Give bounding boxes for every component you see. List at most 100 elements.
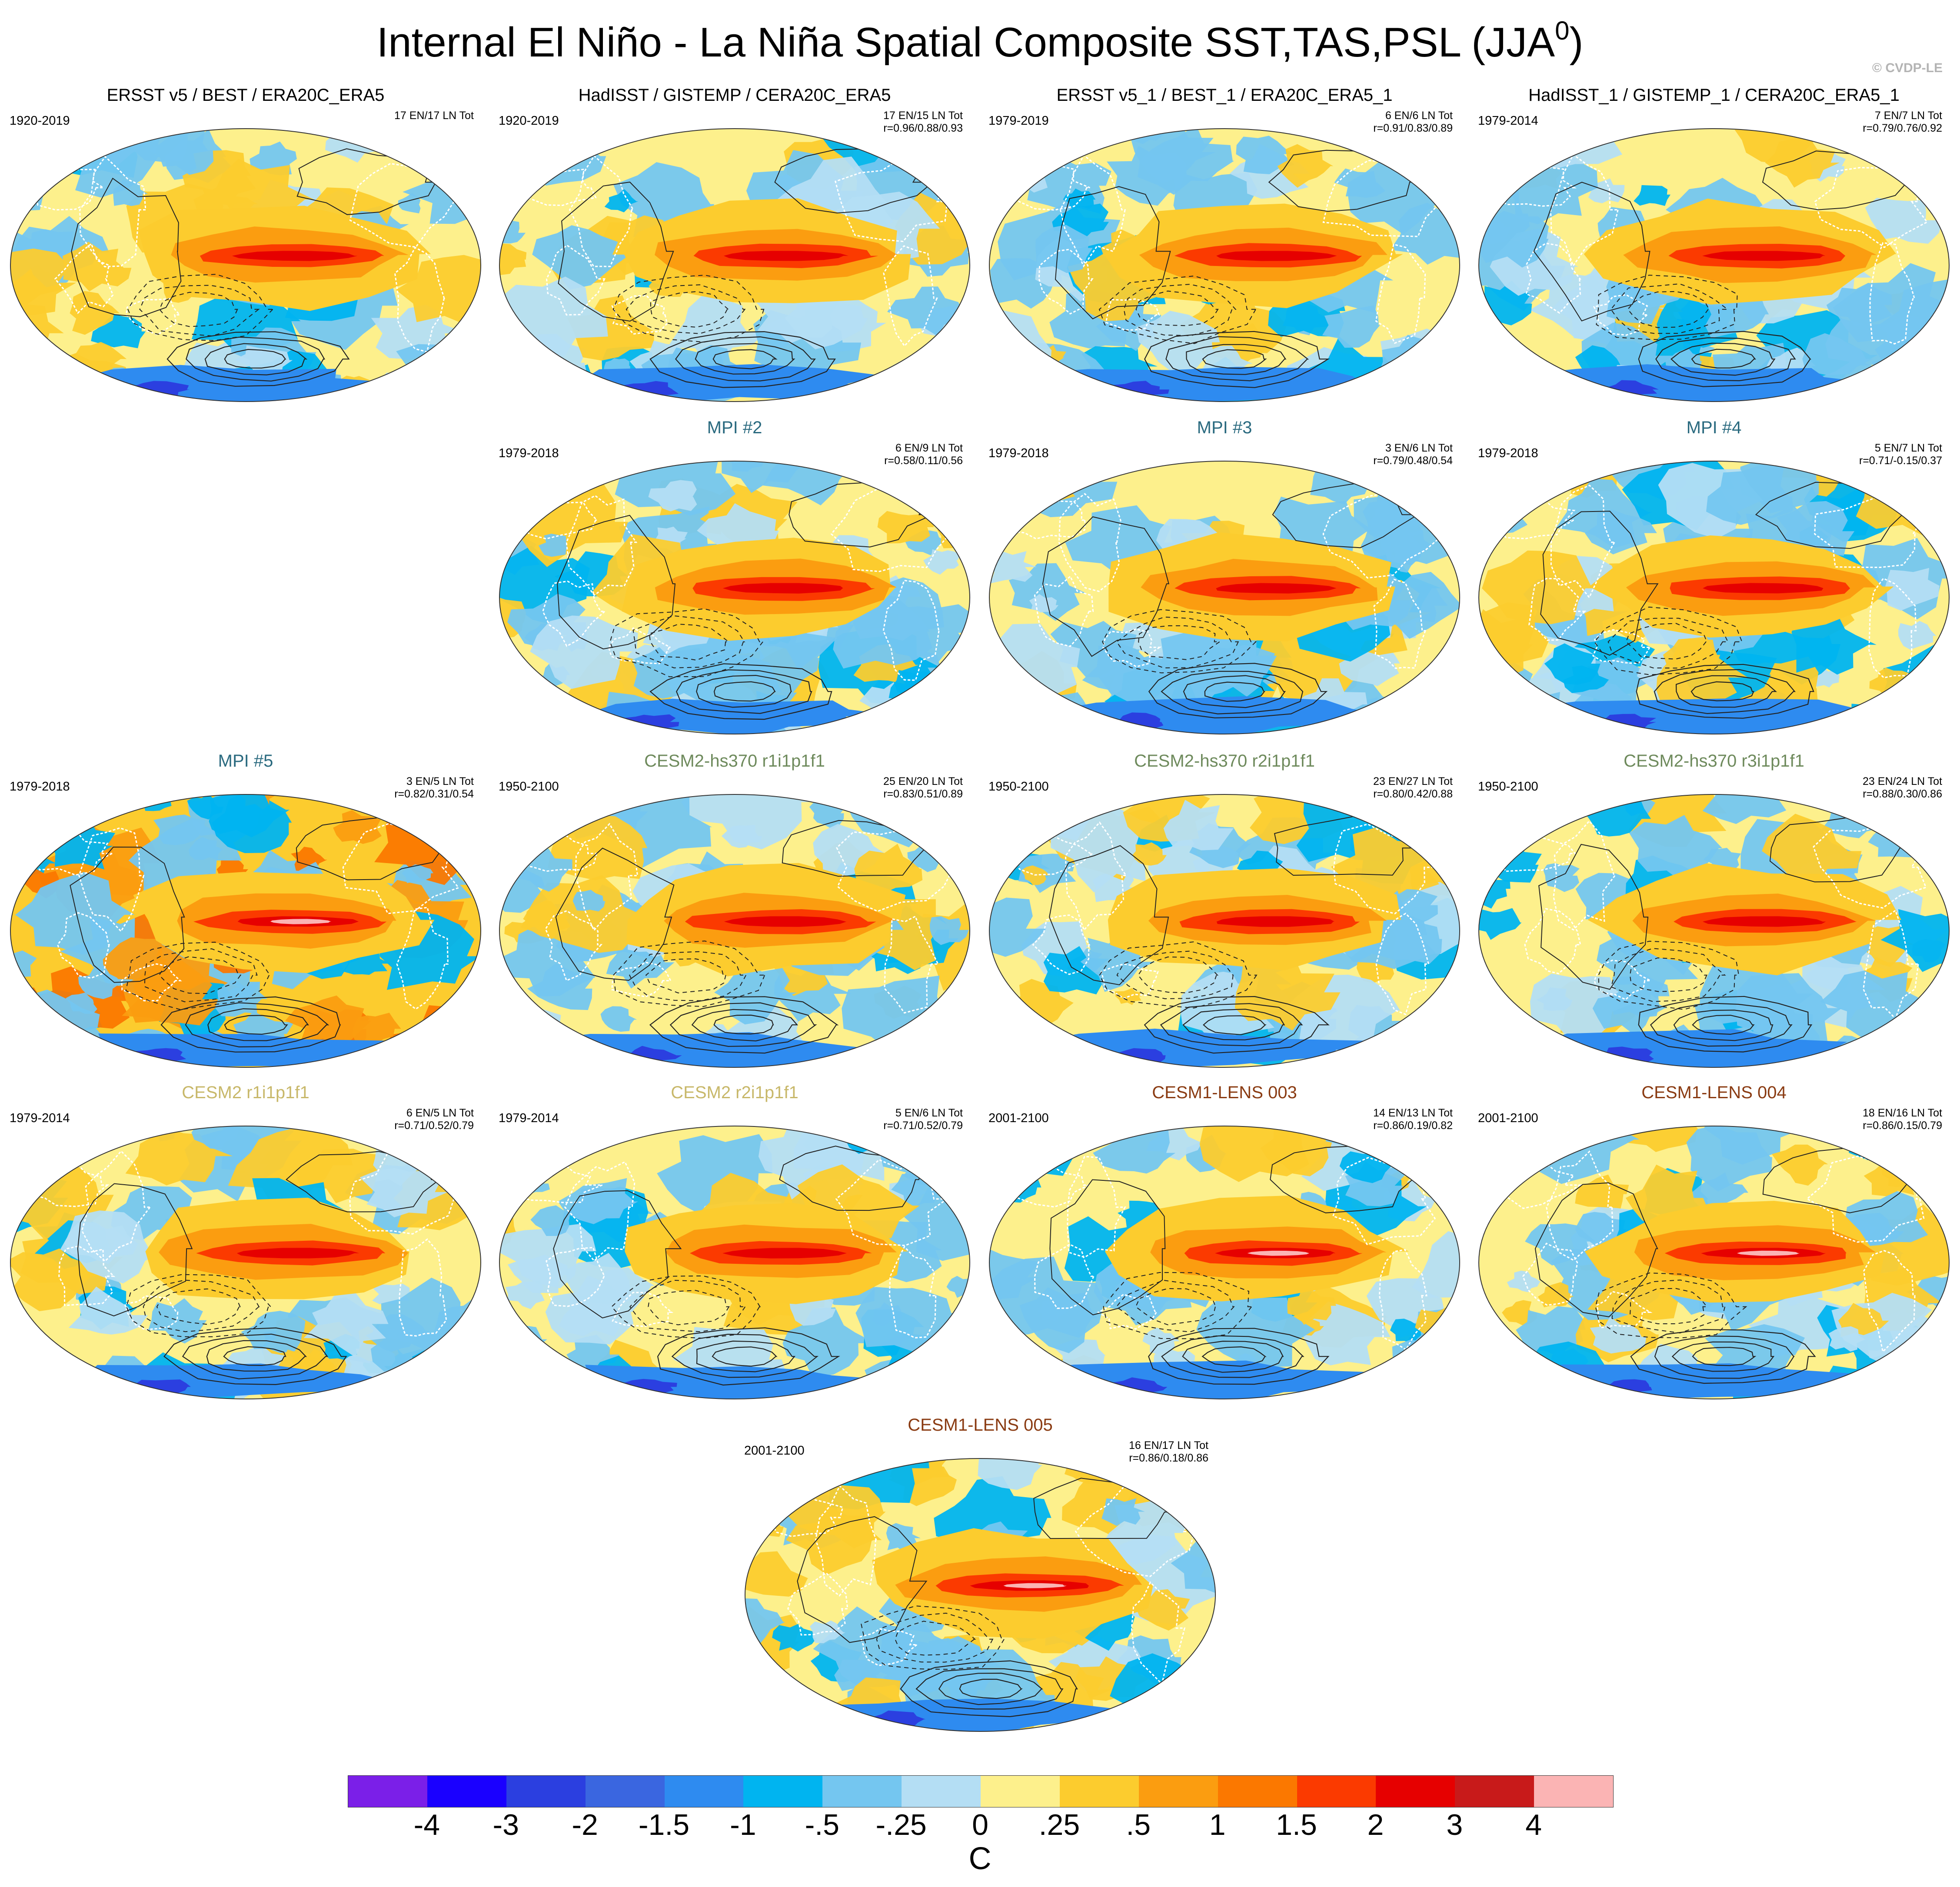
panel-title: CESM1-LENS 005 <box>908 1415 1053 1435</box>
colorbar-tick-label: -1 <box>730 1808 756 1841</box>
panel-event-count: 6 EN/5 LN Tot <box>406 1107 474 1119</box>
panel-event-count: 5 EN/7 LN Tot <box>1874 442 1942 454</box>
panel-stats: 3 EN/5 LN Tot r=0.82/0.31/0.54 <box>394 775 474 801</box>
colorbar-segment <box>1534 1776 1613 1807</box>
composite-map <box>10 1126 481 1399</box>
panel-years: 1920-2019 <box>10 114 70 128</box>
composite-map <box>10 794 481 1068</box>
composite-map <box>1478 461 1950 734</box>
colorbar-tick-label: -4 <box>413 1808 440 1841</box>
panel-event-count: 25 EN/20 LN Tot <box>883 775 963 787</box>
panel-event-count: 23 EN/27 LN Tot <box>1373 775 1453 787</box>
composite-map <box>499 461 970 734</box>
colorbar-segment <box>981 1776 1060 1807</box>
colorbar-segment <box>348 1776 427 1807</box>
panel-years: 1979-2014 <box>499 1111 559 1125</box>
map-panel: MPI #4 1979-2018 5 EN/7 LN Tot r=0.71/-0.15… <box>1473 415 1955 737</box>
map-panel: CESM1-LENS 003 2001-2100 14 EN/13 LN Tot r=… <box>983 1080 1466 1402</box>
panel-stats: 5 EN/6 LN Tot r=0.71/0.52/0.79 <box>883 1107 963 1132</box>
panel-years: 1979-2014 <box>1478 114 1538 128</box>
colorbar-segment <box>902 1776 981 1807</box>
colorbar-tick-label: 3 <box>1446 1808 1463 1841</box>
colorbar-segment <box>664 1776 744 1807</box>
panel-years: 1979-2014 <box>10 1111 70 1125</box>
panel-correlation: r=0.86/0.15/0.79 <box>1863 1120 1942 1132</box>
panel-stats: 16 EN/17 LN Tot r=0.86/0.18/0.86 <box>1129 1439 1208 1465</box>
composite-map <box>745 1458 1216 1732</box>
panel-correlation: r=0.86/0.19/0.82 <box>1373 1120 1453 1132</box>
map-panel: ERSST v5 / BEST / ERA20C_ERA5 1920-2019 17… <box>4 83 487 404</box>
panel-correlation: r=0.82/0.31/0.54 <box>394 788 474 800</box>
panel-event-count: 16 EN/17 LN Tot <box>1129 1439 1208 1452</box>
panel-stats: 17 EN/17 LN Tot <box>394 110 474 122</box>
panel-title: CESM2-hs370 r2i1p1f1 <box>1134 751 1315 771</box>
map-panel: ERSST v5_1 / BEST_1 / ERA20C_ERA5_1 1979-… <box>983 83 1466 404</box>
panel-event-count: 14 EN/13 LN Tot <box>1373 1107 1453 1119</box>
map-panel: HadISST / GISTEMP / CERA20C_ERA5 1920-201… <box>493 83 976 404</box>
composite-map <box>10 128 481 402</box>
map-panel: CESM2-hs370 r3i1p1f1 1950-2100 23 EN/24 LN… <box>1473 748 1955 1070</box>
panel-title: MPI #3 <box>1197 418 1252 437</box>
colorbar-tick-label: -.5 <box>805 1808 839 1841</box>
copyright-label: © CVDP-LE <box>1872 61 1943 75</box>
panel-event-count: 6 EN/9 LN Tot <box>895 442 963 454</box>
composite-map <box>499 128 970 402</box>
map-panel: MPI #5 1979-2018 3 EN/5 LN Tot r=0.82/0.31/… <box>4 748 487 1070</box>
panel-event-count: 3 EN/5 LN Tot <box>406 775 474 787</box>
panel-title: CESM2-hs370 r1i1p1f1 <box>644 751 825 771</box>
panel-event-count: 3 EN/6 LN Tot <box>1385 442 1453 454</box>
panel-title: CESM2-hs370 r3i1p1f1 <box>1624 751 1804 771</box>
colorbar-segment <box>1138 1776 1218 1807</box>
panel-stats: 14 EN/13 LN Tot r=0.86/0.19/0.82 <box>1373 1107 1453 1132</box>
colorbar-tick-label: -3 <box>492 1808 519 1841</box>
panel-event-count: 17 EN/15 LN Tot <box>883 110 963 122</box>
panel-correlation: r=0.79/0.76/0.92 <box>1863 122 1942 134</box>
panel-title: CESM1-LENS 004 <box>1641 1083 1787 1102</box>
panel-years: 1920-2019 <box>499 114 559 128</box>
panel-correlation: r=0.79/0.48/0.54 <box>1373 455 1453 467</box>
panel-title: CESM2 r1i1p1f1 <box>182 1083 309 1102</box>
colorbar-tick-label: 1.5 <box>1276 1808 1317 1841</box>
panel-stats: 3 EN/6 LN Tot r=0.79/0.48/0.54 <box>1373 442 1453 467</box>
composite-map <box>499 794 970 1068</box>
panel-years: 1950-2100 <box>499 780 559 794</box>
colorbar-tick-label: .5 <box>1126 1808 1151 1841</box>
panel-event-count: 23 EN/24 LN Tot <box>1863 775 1942 787</box>
panel-stats: 5 EN/7 LN Tot r=0.71/-0.15/0.37 <box>1859 442 1942 467</box>
panel-stats: 6 EN/5 LN Tot r=0.71/0.52/0.79 <box>394 1107 474 1132</box>
panel-title: CESM1-LENS 003 <box>1152 1083 1297 1102</box>
panel-years: 1950-2100 <box>988 780 1049 794</box>
panel-stats: 18 EN/16 LN Tot r=0.86/0.15/0.79 <box>1863 1107 1942 1132</box>
panel-correlation: r=0.91/0.83/0.89 <box>1373 122 1453 134</box>
panel-stats: 25 EN/20 LN Tot r=0.83/0.51/0.89 <box>883 775 963 801</box>
panel-years: 2001-2100 <box>744 1444 805 1458</box>
panel-title: HadISST_1 / GISTEMP_1 / CERA20C_ERA5_1 <box>1528 86 1900 105</box>
panel-title: CESM2 r2i1p1f1 <box>671 1083 799 1102</box>
colorbar-segment <box>822 1776 902 1807</box>
map-panel: HadISST_1 / GISTEMP_1 / CERA20C_ERA5_1 19… <box>1473 83 1955 404</box>
colorbar-segment <box>1218 1776 1297 1807</box>
composite-map <box>989 128 1460 402</box>
panel-years: 2001-2100 <box>988 1111 1049 1125</box>
panel-correlation: r=0.88/0.30/0.86 <box>1863 788 1942 800</box>
composite-map <box>989 794 1460 1068</box>
panel-years: 1979-2018 <box>10 780 70 794</box>
panel-correlation: r=0.58/0.11/0.56 <box>884 455 963 467</box>
panel-event-count: 17 EN/17 LN Tot <box>394 110 474 122</box>
colorbar <box>348 1775 1614 1807</box>
panel-correlation: r=0.71/-0.15/0.37 <box>1859 455 1942 467</box>
panel-stats: 6 EN/9 LN Tot r=0.58/0.11/0.56 <box>884 442 963 467</box>
colorbar-segment <box>1455 1776 1534 1807</box>
panel-correlation: r=0.80/0.42/0.88 <box>1373 788 1453 800</box>
panel-years: 1979-2018 <box>499 446 559 460</box>
colorbar-segment <box>506 1776 586 1807</box>
map-panel: MPI #3 1979-2018 3 EN/6 LN Tot r=0.79/0.48/… <box>983 415 1466 737</box>
map-panel: CESM1-LENS 004 2001-2100 18 EN/16 LN Tot r=… <box>1473 1080 1955 1402</box>
colorbar-units: C <box>968 1841 992 1876</box>
colorbar-tick-label: .25 <box>1038 1808 1080 1841</box>
panel-stats: 7 EN/7 LN Tot r=0.79/0.76/0.92 <box>1863 110 1942 135</box>
map-panel: CESM2-hs370 r2i1p1f1 1950-2100 23 EN/27 LN… <box>983 748 1466 1070</box>
panel-title: HadISST / GISTEMP / CERA20C_ERA5 <box>578 86 891 105</box>
composite-map <box>1478 1126 1950 1399</box>
panel-stats: 6 EN/6 LN Tot r=0.91/0.83/0.89 <box>1373 110 1453 135</box>
